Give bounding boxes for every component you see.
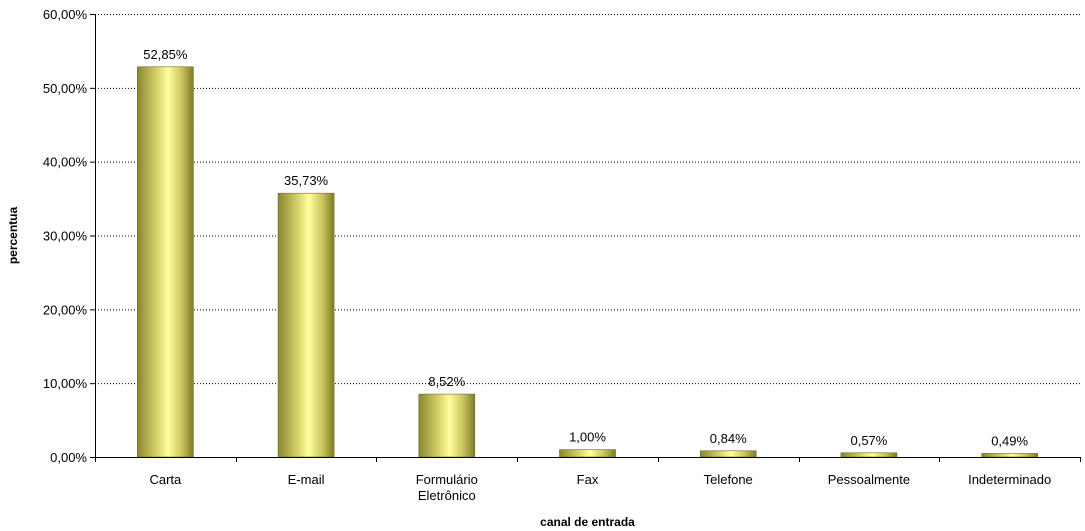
bar: [699, 450, 757, 458]
x-tick-label-line: Telefone: [704, 472, 753, 487]
x-tick-label-line: Carta: [149, 472, 182, 487]
x-tick-label: Indeterminado: [968, 472, 1051, 487]
data-label: 35,73%: [284, 173, 329, 188]
bar: [137, 66, 194, 458]
x-tick-label: Pessoalmente: [828, 472, 910, 487]
data-label: 0,57%: [850, 433, 887, 448]
y-tick-label: 60,00%: [43, 7, 88, 22]
x-axis-title: canal de entrada: [540, 515, 635, 529]
data-label: 8,52%: [428, 374, 465, 389]
data-label: 1,00%: [569, 430, 606, 445]
data-label: 0,49%: [991, 433, 1028, 448]
x-tick-label-line: Eletrônico: [418, 488, 476, 503]
x-tick-label-line: Fax: [577, 472, 599, 487]
data-label: 52,85%: [143, 47, 188, 62]
x-tick-label-line: E-mail: [288, 472, 325, 487]
bars: [137, 66, 1038, 458]
data-label: 0,84%: [710, 431, 747, 446]
data-labels: 52,85% 35,73% 8,52% 1,00% 0,84% 0,57% 0,49%: [143, 47, 1028, 449]
x-tick-label: Telefone: [704, 472, 753, 487]
y-tick-label: 10,00%: [43, 376, 88, 391]
y-tick-label: 50,00%: [43, 81, 88, 96]
x-tick-label-line: Formulário: [416, 472, 478, 487]
x-axis-ticks: Carta E-mail Formulário Eletrônico Fax Telefo…: [95, 457, 1081, 503]
y-tick-label: 30,00%: [43, 229, 88, 244]
y-tick-label: 20,00%: [43, 302, 88, 317]
x-tick-label-line: Pessoalmente: [828, 472, 910, 487]
bar: [840, 452, 898, 458]
x-tick-label: Carta: [149, 472, 182, 487]
y-tick-label: 0,00%: [50, 450, 87, 465]
y-tick-label: 40,00%: [43, 155, 88, 170]
x-tick-label-line: Indeterminado: [968, 472, 1051, 487]
x-tick-label: Formulário Eletrônico: [416, 472, 478, 503]
bar: [418, 393, 476, 458]
y-axis-title: percentua: [6, 207, 20, 265]
bar: [559, 449, 616, 458]
bar: [981, 453, 1038, 458]
grid-lines: [95, 14, 1080, 385]
x-tick-label: Fax: [577, 472, 599, 487]
y-axis-ticks: 0,00% 10,00% 20,00% 30,00% 40,00% 50,00% 60,00…: [43, 7, 95, 465]
bar: [277, 192, 335, 458]
x-tick-label: E-mail: [288, 472, 325, 487]
